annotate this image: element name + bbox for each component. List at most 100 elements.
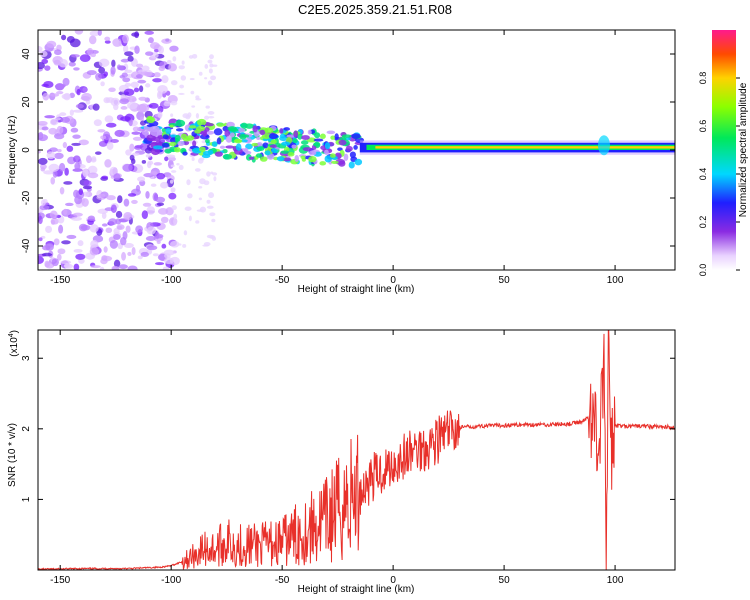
heatmap-blob bbox=[198, 197, 203, 201]
heatmap-blob bbox=[261, 133, 271, 140]
heatmap-blob bbox=[122, 77, 131, 83]
heatmap-blob bbox=[90, 240, 99, 249]
heatmap-blob bbox=[122, 44, 129, 54]
heatmap-blob bbox=[78, 188, 84, 196]
heatmap-blob bbox=[281, 141, 291, 146]
heatmap-blob bbox=[184, 206, 192, 211]
heatmap-blob bbox=[153, 162, 163, 166]
heatmap-blob bbox=[62, 77, 70, 86]
heatmap-blob bbox=[324, 155, 332, 163]
heatmap-blob bbox=[130, 81, 139, 88]
heatmap-blob bbox=[66, 145, 74, 152]
heatmap-blob bbox=[245, 143, 253, 150]
heatmap-blob bbox=[205, 130, 215, 135]
heatmap-blob bbox=[256, 146, 265, 152]
heatmap-blob bbox=[38, 215, 43, 225]
heatmap-blob bbox=[207, 116, 215, 119]
heatmap-blob bbox=[63, 208, 68, 216]
heatmap-blob bbox=[157, 208, 169, 215]
heatmap-blob bbox=[256, 142, 263, 147]
heatmap-blob bbox=[79, 54, 91, 63]
heatmap-blob bbox=[141, 159, 147, 164]
spectrogram-heatmap bbox=[38, 30, 675, 270]
heatmap-blob bbox=[597, 135, 610, 156]
heatmap-blob bbox=[52, 169, 58, 178]
heatmap-blob bbox=[119, 237, 127, 246]
heatmap-blob bbox=[124, 69, 133, 74]
heatmap-blob bbox=[145, 51, 154, 56]
heatmap-blob bbox=[195, 113, 200, 119]
heatmap-blob bbox=[291, 144, 297, 149]
heatmap-blob bbox=[173, 217, 178, 226]
heatmap-blob bbox=[144, 30, 154, 35]
heatmap-blob bbox=[83, 180, 92, 186]
heatmap-blob bbox=[161, 38, 172, 44]
heatmap-blob bbox=[165, 207, 174, 216]
heatmap-blob bbox=[219, 145, 226, 149]
heatmap-blob bbox=[138, 96, 148, 101]
heatmap-blob bbox=[80, 224, 91, 231]
heatmap-blob bbox=[271, 148, 278, 154]
heatmap-blob bbox=[62, 141, 68, 149]
heatmap-blob bbox=[214, 151, 223, 157]
heatmap-blob bbox=[251, 142, 259, 147]
heatmap-blob bbox=[74, 195, 83, 205]
heatmap-blob bbox=[183, 230, 188, 236]
heatmap-blob bbox=[192, 140, 197, 147]
heatmap-blob bbox=[276, 156, 285, 162]
heatmap-blob bbox=[170, 100, 178, 106]
heatmap-blob bbox=[308, 156, 317, 163]
heatmap-blob bbox=[146, 226, 157, 235]
heatmap-blob bbox=[90, 265, 101, 269]
heatmap-blob bbox=[54, 152, 64, 160]
heatmap-blob bbox=[106, 141, 114, 150]
heatmap-blob bbox=[147, 37, 154, 44]
heatmap-blob bbox=[97, 30, 102, 36]
heatmap-blob bbox=[56, 149, 62, 153]
heatmap-blob bbox=[163, 257, 174, 265]
heatmap-blob bbox=[216, 122, 225, 127]
heatmap-blob bbox=[38, 132, 44, 140]
heatmap-blob bbox=[50, 219, 56, 225]
heatmap-blob bbox=[319, 161, 327, 166]
heatmap-blob bbox=[205, 123, 214, 127]
heatmap-blob bbox=[348, 161, 355, 169]
heatmap-blob bbox=[58, 58, 68, 68]
heatmap-blob bbox=[158, 66, 166, 72]
heatmap-blob bbox=[324, 142, 331, 150]
heatmap-blob bbox=[113, 259, 121, 268]
heatmap-blob bbox=[105, 97, 115, 103]
heatmap-blob bbox=[185, 135, 195, 141]
heatmap-blob bbox=[87, 215, 95, 221]
heatmap-blob bbox=[206, 234, 214, 239]
heatmap-blob bbox=[199, 146, 206, 153]
heatmap-blob bbox=[164, 156, 169, 162]
heatmap-blob bbox=[121, 251, 126, 261]
heatmap-blob bbox=[104, 40, 111, 44]
heatmap-blob bbox=[127, 193, 137, 197]
heatmap-blob bbox=[241, 134, 250, 138]
heatmap-blob bbox=[48, 163, 60, 172]
heatmap-blob bbox=[264, 150, 271, 156]
heatmap-blob bbox=[225, 135, 232, 143]
heatmap-blob bbox=[208, 192, 215, 199]
heatmap-blob bbox=[81, 198, 89, 207]
heatmap-blob bbox=[145, 154, 152, 158]
heatmap-blob bbox=[146, 161, 152, 169]
heatmap-blob bbox=[38, 237, 43, 242]
heatmap-blob bbox=[165, 154, 176, 159]
heatmap-blob bbox=[53, 59, 61, 66]
heatmap-blob bbox=[156, 202, 165, 207]
heatmap-blob bbox=[259, 129, 266, 136]
heatmap-blob bbox=[211, 218, 216, 223]
heatmap-blob bbox=[157, 85, 168, 94]
heatmap-blob bbox=[181, 60, 185, 65]
heatmap-blob bbox=[252, 125, 258, 133]
heatmap-blob bbox=[206, 171, 211, 177]
heatmap-blob bbox=[145, 190, 150, 199]
heatmap-blob bbox=[300, 140, 309, 145]
x-tick-label: 50 bbox=[499, 275, 511, 286]
heatmap-blob bbox=[49, 118, 59, 126]
heatmap-blob bbox=[326, 130, 336, 135]
colorbar-tick-label: 0.4 bbox=[698, 168, 708, 181]
